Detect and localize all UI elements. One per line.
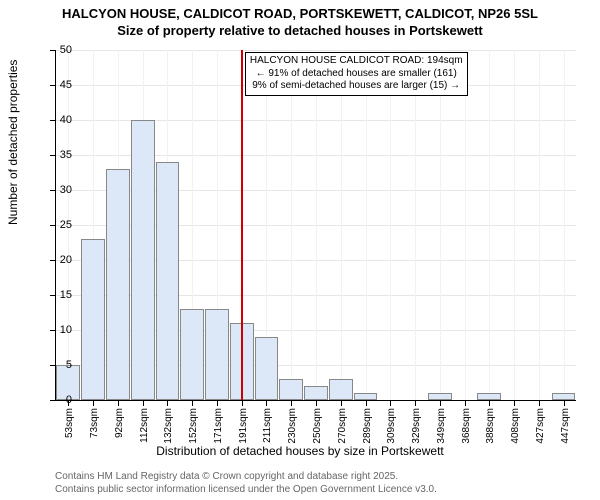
y-tick-label: 50	[42, 44, 72, 56]
x-tick-label: 368sqm	[461, 408, 472, 453]
x-tick	[489, 400, 490, 406]
histogram-bar	[205, 309, 229, 400]
x-tick	[316, 400, 317, 406]
histogram-bar	[156, 162, 180, 400]
x-tick	[93, 400, 94, 406]
y-tick-label: 40	[42, 114, 72, 126]
annot-line-1: HALCYON HOUSE CALDICOT ROAD: 194sqm	[250, 55, 463, 68]
x-tick-label: 388sqm	[485, 408, 496, 453]
x-tick	[167, 400, 168, 406]
x-tick-label: 171sqm	[213, 408, 224, 453]
gridline-v	[465, 50, 466, 400]
x-tick	[266, 400, 267, 406]
footer-attribution: Contains HM Land Registry data © Crown c…	[55, 470, 437, 496]
histogram-bar	[354, 393, 378, 400]
gridline-v	[564, 50, 565, 400]
histogram-bar	[304, 386, 328, 400]
x-tick	[118, 400, 119, 406]
x-tick-label: 408sqm	[510, 408, 521, 453]
x-tick	[514, 400, 515, 406]
histogram-bar	[81, 239, 105, 400]
histogram-bar	[180, 309, 204, 400]
x-tick-label: 211sqm	[262, 408, 273, 453]
x-tick-label: 250sqm	[312, 408, 323, 453]
x-tick	[242, 400, 243, 406]
y-tick-label: 30	[42, 184, 72, 196]
footer-line-1: Contains HM Land Registry data © Crown c…	[55, 470, 437, 483]
x-tick-label: 349sqm	[436, 408, 447, 453]
x-tick	[341, 400, 342, 406]
x-tick	[366, 400, 367, 406]
annot-line-3: 9% of semi-detached houses are larger (1…	[250, 80, 463, 93]
x-tick	[465, 400, 466, 406]
y-tick-label: 25	[42, 219, 72, 231]
gridline-v	[316, 50, 317, 400]
y-tick-label: 5	[42, 359, 72, 371]
x-tick	[291, 400, 292, 406]
chart-container: HALCYON HOUSE, CALDICOT ROAD, PORTSKEWET…	[0, 0, 600, 500]
histogram-bar	[131, 120, 155, 400]
y-tick-label: 10	[42, 324, 72, 336]
x-tick	[564, 400, 565, 406]
title-line-1: HALCYON HOUSE, CALDICOT ROAD, PORTSKEWET…	[0, 6, 600, 23]
plot: HALCYON HOUSE CALDICOT ROAD: 194sqm← 91%…	[55, 50, 576, 401]
x-tick-label: 270sqm	[337, 408, 348, 453]
x-tick	[217, 400, 218, 406]
y-tick-label: 20	[42, 254, 72, 266]
x-tick	[539, 400, 540, 406]
x-tick-label: 309sqm	[386, 408, 397, 453]
y-tick-label: 35	[42, 149, 72, 161]
histogram-bar	[279, 379, 303, 400]
gridline-v	[341, 50, 342, 400]
x-tick	[390, 400, 391, 406]
x-tick-label: 329sqm	[411, 408, 422, 453]
x-tick	[440, 400, 441, 406]
footer-line-2: Contains public sector information licen…	[55, 483, 437, 496]
x-tick-label: 289sqm	[362, 408, 373, 453]
histogram-bar	[106, 169, 130, 400]
gridline-v	[489, 50, 490, 400]
title-line-2: Size of property relative to detached ho…	[0, 23, 600, 40]
x-tick-label: 427sqm	[535, 408, 546, 453]
x-tick-label: 447sqm	[560, 408, 571, 453]
x-tick-label: 92sqm	[114, 408, 125, 453]
gridline-v	[366, 50, 367, 400]
x-tick-label: 53sqm	[64, 408, 75, 453]
y-tick-label: 0	[42, 394, 72, 406]
histogram-bar	[255, 337, 279, 400]
y-tick-label: 45	[42, 79, 72, 91]
histogram-bar	[552, 393, 576, 400]
histogram-bar	[477, 393, 501, 400]
x-tick-label: 230sqm	[287, 408, 298, 453]
gridline-v	[390, 50, 391, 400]
histogram-bar	[329, 379, 353, 400]
gridline-v	[415, 50, 416, 400]
gridline-v	[291, 50, 292, 400]
annotation-box: HALCYON HOUSE CALDICOT ROAD: 194sqm← 91%…	[245, 52, 468, 96]
histogram-bar	[428, 393, 452, 400]
plot-area: HALCYON HOUSE CALDICOT ROAD: 194sqm← 91%…	[55, 50, 575, 400]
x-tick-label: 132sqm	[163, 408, 174, 453]
x-tick	[192, 400, 193, 406]
x-tick	[143, 400, 144, 406]
y-tick-label: 15	[42, 289, 72, 301]
reference-line	[241, 50, 243, 400]
annot-line-2: ← 91% of detached houses are smaller (16…	[250, 68, 463, 81]
gridline-v	[514, 50, 515, 400]
x-tick-label: 191sqm	[238, 408, 249, 453]
gridline-v	[440, 50, 441, 400]
y-axis-label: Number of detached properties	[6, 60, 20, 225]
chart-title: HALCYON HOUSE, CALDICOT ROAD, PORTSKEWET…	[0, 0, 600, 40]
x-tick-label: 152sqm	[188, 408, 199, 453]
x-tick-label: 73sqm	[89, 408, 100, 453]
x-tick-label: 112sqm	[139, 408, 150, 453]
gridline-v	[539, 50, 540, 400]
x-tick	[415, 400, 416, 406]
